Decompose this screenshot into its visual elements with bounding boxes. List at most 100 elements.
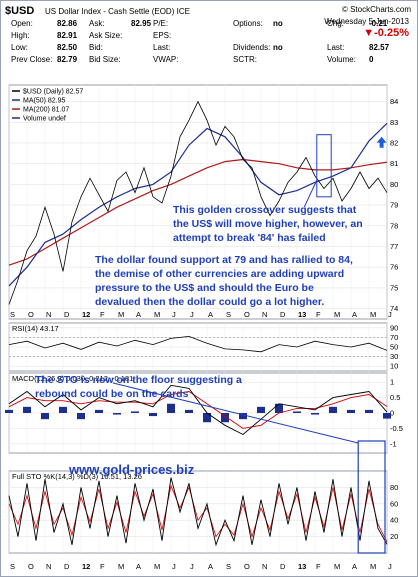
annotation-line: the demise of other currencies are addin… — [95, 268, 345, 280]
x-tick-label: M — [370, 310, 376, 319]
sto-panel — [8, 470, 388, 554]
x-tick-label: O — [244, 310, 250, 319]
x-tick-label: M — [334, 310, 340, 319]
macd-histogram-bar — [77, 413, 85, 420]
macd-line — [8, 384, 388, 436]
sto-tick-label: 40 — [390, 516, 398, 525]
annotation-line: pressure to the US$ and should the Euro … — [95, 282, 314, 294]
macd-histogram-bar — [383, 413, 391, 419]
annotation-sto: The STO is now on the floor suggesting a… — [35, 373, 242, 401]
quote-cell: Last: — [153, 43, 171, 52]
quote-cell: EPS: — [153, 31, 172, 40]
quote-header: $USD US Dollar Index - Cash Settle (EOD)… — [5, 5, 413, 83]
x-tick-label: A — [352, 562, 357, 571]
sto-pointer — [112, 382, 359, 444]
x-tick-label: M — [334, 562, 340, 571]
annotation-line: the US$ will move higher, however, an — [173, 218, 363, 230]
x-tick-label: D — [280, 310, 286, 319]
change-percent: ▼-0.25% — [363, 27, 409, 39]
quote-cell: Last: — [327, 43, 345, 52]
x-tick-label: 12 — [82, 310, 90, 319]
macd-histogram-bar — [95, 409, 103, 413]
annotation-support: The dollar found support at 79 and has r… — [95, 253, 353, 309]
macd-tick-label: 1 — [390, 378, 394, 387]
price-tick-label: 84 — [390, 97, 398, 106]
macd-histogram-bar — [293, 411, 301, 413]
x-tick-label: A — [208, 562, 213, 571]
legend-entry: MA(200) 81.07 — [23, 107, 69, 114]
macd-tick-label: -0.5 — [390, 424, 403, 433]
annotation-line: devalued then the dollar could go a lot … — [95, 296, 325, 308]
quote-date: Wednesday 5-Jun-2013 — [324, 17, 409, 26]
macd-tick-label: 0.5 — [390, 393, 400, 402]
x-tick-label: S — [226, 310, 231, 319]
site-credit: © StockCharts.com — [341, 5, 411, 14]
macd-histogram-bar — [131, 411, 139, 413]
sto-tick-label: 80 — [390, 483, 398, 492]
x-tick-label: J — [190, 310, 194, 319]
annotation-line: attempt to break '84' has failed — [173, 232, 326, 244]
price-tick-label: 74 — [390, 304, 398, 313]
quote-cell: SCTR: — [233, 55, 257, 64]
macd-histogram-bar — [329, 406, 337, 413]
x-tick-label: M — [154, 310, 160, 319]
quote-cell: 82.50 — [57, 43, 78, 52]
quote-cell: 82.57 — [369, 43, 390, 52]
x-tick-label: F — [100, 562, 105, 571]
macd-histogram-bar — [311, 413, 319, 415]
macd-histogram-bar — [149, 413, 157, 417]
macd-histogram-bar — [59, 406, 67, 413]
x-tick-label: D — [64, 562, 70, 571]
legend-entry: Volume undef — [23, 116, 66, 123]
up-arrow-icon — [376, 136, 387, 148]
x-tick-label: J — [190, 562, 194, 571]
ma200-line — [8, 158, 388, 266]
x-tick-label: M — [154, 562, 160, 571]
x-tick-label: D — [280, 562, 286, 571]
x-tick-label: A — [208, 310, 213, 319]
sto-box — [357, 440, 386, 554]
x-tick-label: N — [46, 562, 51, 571]
macd-histogram-bar — [257, 406, 265, 413]
quote-cell: 82.86 — [57, 19, 78, 28]
price-tick-label: 76 — [390, 263, 398, 272]
macd-histogram-bar — [185, 409, 193, 413]
quote-cell: 82.79 — [57, 55, 78, 64]
x-tick-label: A — [136, 310, 141, 319]
quote-cell: 82.91 — [57, 31, 78, 40]
annotation-crossover: This golden crossover suggests that the … — [173, 203, 363, 245]
price-tick-label: 81 — [390, 159, 398, 168]
quote-cell: Ask Size: — [89, 31, 123, 40]
x-tick-label: F — [100, 310, 105, 319]
quote-cell: Ask: — [89, 19, 105, 28]
quote-cell: Bid: — [89, 43, 103, 52]
quote-cell: Options: — [233, 19, 263, 28]
rsi-tick-label: 70 — [390, 333, 398, 342]
macd-tick-label: -1 — [390, 439, 397, 448]
x-tick-label: F — [316, 562, 321, 571]
sto-tick-label: 20 — [390, 532, 398, 541]
crossover-box — [316, 134, 332, 198]
x-tick-label: D — [64, 310, 70, 319]
quote-cell: 0 — [369, 55, 374, 64]
website-link[interactable]: www.gold-prices.biz — [69, 462, 195, 477]
rsi-tick-label: 90 — [390, 323, 398, 332]
quote-cell: High: — [11, 31, 30, 40]
annotation-line: rebound could be on the cards — [35, 388, 189, 400]
rsi-tick-label: 10 — [390, 362, 398, 371]
crossover-pointer — [303, 180, 318, 208]
quote-cell: Dividends: — [233, 43, 271, 52]
macd-histogram-bar — [113, 413, 121, 415]
x-tick-label: J — [172, 562, 176, 571]
price-line — [8, 100, 388, 305]
quote-cell: Chg: — [327, 19, 344, 28]
x-tick-label: 13 — [298, 562, 306, 571]
macd-histogram-bar — [221, 413, 229, 423]
x-tick-label: 13 — [298, 310, 306, 319]
price-tick-label: 79 — [390, 201, 398, 210]
rsi-tick-label: 30 — [390, 352, 398, 361]
annotation-line: This golden crossover suggests that — [173, 204, 357, 216]
price-tick-label: 82 — [390, 138, 398, 147]
x-tick-label: N — [46, 310, 51, 319]
